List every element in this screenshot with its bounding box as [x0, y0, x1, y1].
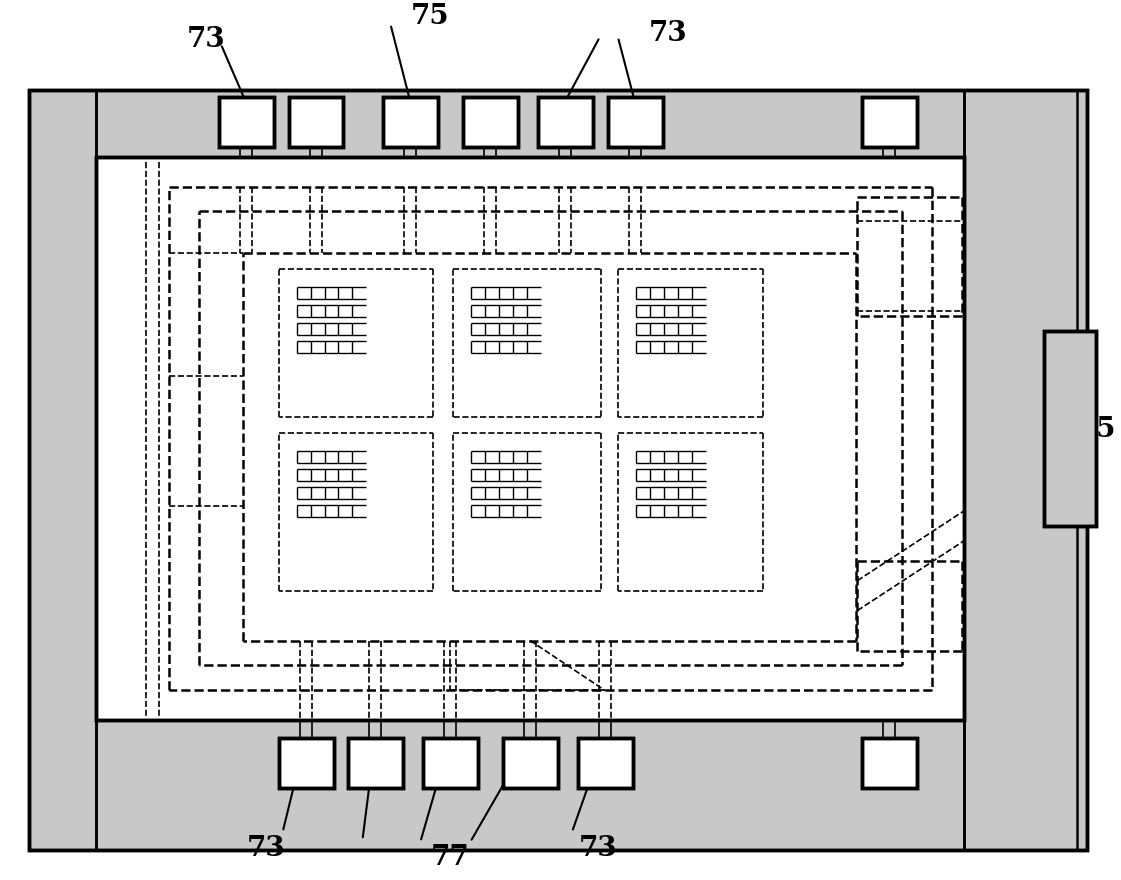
- Bar: [279, 738, 334, 788]
- Bar: [463, 97, 518, 147]
- Bar: [96, 157, 964, 721]
- Bar: [219, 97, 274, 147]
- Bar: [862, 97, 917, 147]
- Text: 77: 77: [430, 844, 470, 870]
- Bar: [96, 157, 964, 721]
- Bar: [1044, 331, 1096, 525]
- Bar: [96, 721, 964, 850]
- Bar: [383, 97, 438, 147]
- Bar: [29, 90, 1087, 850]
- Bar: [463, 97, 518, 147]
- Bar: [964, 90, 1077, 850]
- Bar: [578, 738, 633, 788]
- Text: 75: 75: [411, 4, 450, 31]
- Bar: [862, 738, 917, 788]
- Bar: [219, 97, 274, 147]
- Bar: [503, 738, 558, 788]
- Bar: [1044, 331, 1096, 525]
- Bar: [383, 97, 438, 147]
- Bar: [503, 738, 558, 788]
- Bar: [424, 738, 479, 788]
- Bar: [29, 90, 96, 850]
- Bar: [288, 97, 343, 147]
- Text: 85: 85: [1077, 415, 1117, 443]
- Bar: [538, 97, 593, 147]
- Bar: [424, 738, 479, 788]
- Bar: [578, 738, 633, 788]
- Text: 73: 73: [247, 834, 285, 862]
- Bar: [608, 97, 663, 147]
- Bar: [608, 97, 663, 147]
- Bar: [862, 738, 917, 788]
- Bar: [349, 738, 404, 788]
- Bar: [29, 90, 1087, 850]
- Text: 73: 73: [578, 834, 618, 862]
- Bar: [538, 97, 593, 147]
- Bar: [862, 97, 917, 147]
- Text: 73: 73: [186, 26, 225, 54]
- Bar: [279, 738, 334, 788]
- Bar: [96, 90, 964, 157]
- Bar: [349, 738, 404, 788]
- Text: 73: 73: [648, 20, 687, 48]
- Bar: [288, 97, 343, 147]
